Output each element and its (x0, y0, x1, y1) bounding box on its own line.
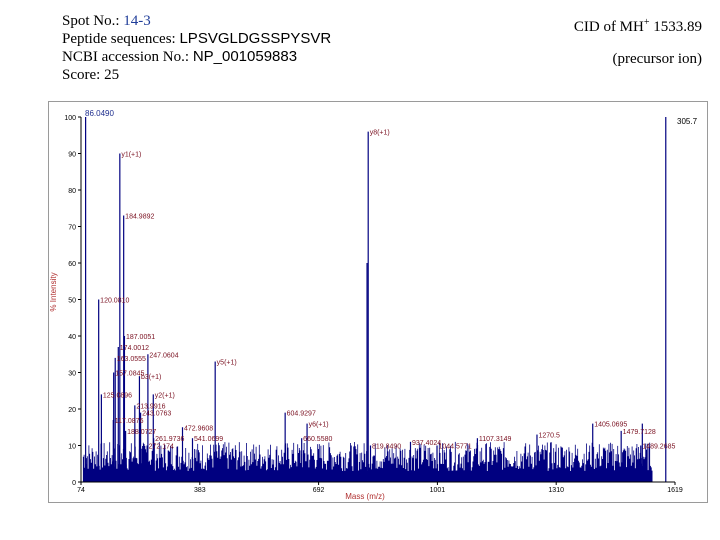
peak-label: y8(+1) (370, 130, 390, 137)
spot-line: Spot No.: 14-3 (62, 12, 331, 30)
peak-label: 1044.5771 (439, 444, 472, 451)
peak-label: 604.9297 (287, 411, 316, 418)
peak-label: y2(+1) (155, 392, 175, 399)
peak-label: 1405.0695 (594, 422, 627, 429)
precursor-label: (precursor ion) (612, 51, 702, 67)
peptide-label: Peptide sequences: (62, 31, 176, 47)
peak-label: 247.0604 (149, 352, 178, 359)
axes-group: 0 10 20 30 40 50 60 70 80 90 100 74 383 692 1001 1310 16… (64, 115, 683, 494)
peptide-line: Peptide sequences: LPSVGLDGSSPYSVR (62, 30, 331, 48)
peak-label: 819.8490 (372, 444, 401, 451)
peak-label: 1489.2685 (642, 444, 675, 451)
peak-label: 163.0555 (117, 356, 146, 363)
mass-spectrum-chart: 120.0810 125.0896 117.0876 157.0845 163.0555… (49, 109, 698, 501)
peak-label: 472.9608 (184, 425, 213, 432)
peak-label: 125.0896 (103, 392, 132, 399)
ncbi-value: NP_001059883 (192, 48, 298, 65)
peak-label: 261.9736 (155, 436, 184, 443)
spot-info-block: Spot No.: 14-3 Peptide sequences: LPSVGL… (62, 12, 331, 84)
peak-label: 187.0051 (126, 334, 155, 341)
spot-value: 14-3 (123, 13, 151, 29)
score-value: 25 (104, 67, 120, 83)
spectrum-frame: 120.0810 125.0896 117.0876 157.0845 163.0555… (48, 101, 708, 503)
x-tick-label: 1619 (667, 487, 683, 494)
peak-label: y6(+1) (309, 422, 329, 429)
x-tick-label: 74 (77, 487, 85, 494)
peak-label: 243.0763 (142, 411, 171, 418)
peak-label: 660.5580 (303, 436, 332, 443)
top-right-value: 305.7 (677, 117, 698, 126)
y-tick-label: 20 (68, 407, 76, 414)
noise-path (82, 441, 653, 482)
baseline-noise (82, 441, 653, 482)
score-line: Score: 25 (62, 66, 331, 84)
peak-label: 120.0810 (100, 298, 129, 305)
ncbi-line: NCBI accession No.: NP_001059883 (62, 48, 331, 66)
y-tick-label: 90 (68, 152, 76, 159)
peak-label: 174.0012 (120, 345, 149, 352)
peak-label: 541.0699 (194, 436, 223, 443)
peak-labels-group: 120.0810 125.0896 117.0876 157.0845 163.0555… (100, 130, 675, 451)
peaks-group (85, 117, 667, 482)
cid-label: CID of MH (573, 19, 644, 35)
peak-label: 117.0876 (115, 418, 144, 425)
peak-label: 1270.5 (538, 433, 560, 440)
cid-sup: + (643, 17, 650, 28)
x-tick-label: 383 (194, 487, 206, 494)
peak-label: 937.4024 (412, 440, 441, 447)
peak-label: 213.9916 (136, 403, 165, 410)
x-tick-label: 1001 (430, 487, 446, 494)
x-tick-label: 692 (313, 487, 325, 494)
y-axis-label: % Intensity (49, 272, 58, 311)
cid-value: 1533.89 (653, 19, 702, 35)
x-axis-label: Mass (m/z) (345, 492, 385, 501)
peak-label: 272.174 (149, 444, 174, 451)
score-label: Score: (62, 67, 101, 83)
y-tick-label: 70 (68, 225, 76, 232)
spot-label: Spot No.: (62, 13, 120, 29)
y-tick-label: 40 (68, 334, 76, 341)
top-left-value: 86.0490 (85, 109, 114, 118)
y-tick-label: 100 (64, 115, 76, 122)
peak-label: 1479.7128 (623, 429, 656, 436)
peak-label: 184.9892 (125, 214, 154, 221)
y-tick-label: 30 (68, 371, 76, 378)
y-tick-label: 0 (72, 480, 76, 487)
y-tick-label: 80 (68, 188, 76, 195)
x-tick-label: 1310 (548, 487, 564, 494)
peak-label: 188.0727 (127, 429, 156, 436)
peak-label: 1107.3149 (479, 436, 512, 443)
peak-label: y5(+1) (217, 360, 237, 367)
ncbi-label: NCBI accession No.: (62, 49, 190, 65)
peptide-value: LPSVGLDGSSPYSVR (179, 30, 332, 47)
y-tick-label: 60 (68, 261, 76, 268)
cid-block: CID of MH+ 1533.89 (precursor ion) (574, 14, 702, 68)
y-tick-label: 50 (68, 298, 76, 305)
y-tick-label: 10 (68, 444, 76, 451)
cid-line: CID of MH+ 1533.89 (574, 14, 702, 36)
peak-label: b3(+1) (141, 374, 161, 381)
peak-label: y1(+1) (121, 152, 141, 159)
peak-label: 157.0845 (115, 371, 144, 378)
